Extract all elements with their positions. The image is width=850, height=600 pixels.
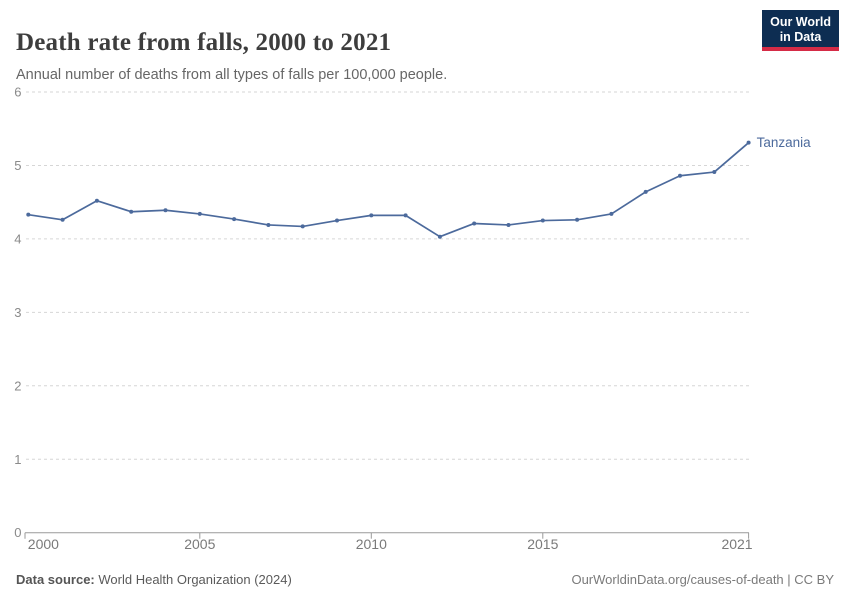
data-point-2017[interactable] [609, 211, 614, 216]
data-point-2010[interactable] [369, 213, 374, 218]
data-point-2009[interactable] [335, 218, 339, 223]
y-tick-label-6: 6 [14, 85, 21, 100]
data-source-label: Data source: [16, 572, 95, 587]
owid-logo-line2: in Data [779, 29, 822, 44]
data-point-2007[interactable] [266, 222, 271, 227]
owid-logo-line1: Our World [770, 15, 831, 29]
chart-footer: Data source: World Health Organization (… [16, 572, 834, 587]
data-point-2012[interactable] [437, 234, 442, 239]
y-tick-label-2: 2 [14, 378, 21, 393]
data-point-2015[interactable] [540, 218, 545, 223]
data-point-2016[interactable] [575, 217, 580, 222]
data-point-2008[interactable] [300, 224, 305, 229]
x-tick-label-2000: 2000 [28, 536, 59, 552]
data-source-value: World Health Organization (2024) [98, 572, 292, 587]
x-tick-label-2010: 2010 [356, 536, 387, 552]
data-point-2003[interactable] [129, 209, 134, 214]
y-tick-label-5: 5 [14, 158, 21, 173]
data-point-2000[interactable] [26, 212, 31, 217]
x-tick-label-2021: 2021 [721, 536, 752, 552]
x-tick-label-2015: 2015 [527, 536, 558, 552]
data-point-2014[interactable] [506, 222, 511, 227]
x-tick-label-2005: 2005 [184, 536, 215, 552]
series-line-tanzania[interactable] [27, 141, 750, 238]
data-point-2019[interactable] [678, 173, 682, 178]
y-tick-label-3: 3 [14, 305, 21, 320]
data-point-2002[interactable] [94, 198, 99, 203]
data-point-2020[interactable] [712, 170, 717, 175]
data-point-2001[interactable] [60, 217, 65, 222]
data-point-2013[interactable] [472, 221, 477, 226]
data-point-2006[interactable] [232, 217, 237, 222]
y-tick-label-0: 0 [14, 525, 21, 540]
license-credit-link[interactable]: OurWorldinData.org/causes-of-death | CC … [571, 572, 834, 587]
data-point-2021[interactable] [746, 140, 751, 145]
chart-title: Death rate from falls, 2000 to 2021 [16, 28, 392, 56]
data-point-2018[interactable] [643, 189, 648, 194]
series-end-label[interactable]: Tanzania [757, 135, 812, 150]
data-point-2005[interactable] [197, 211, 202, 216]
chart-subtitle: Annual number of deaths from all types o… [16, 66, 448, 83]
data-point-2011[interactable] [403, 213, 408, 218]
data-point-2004[interactable] [163, 208, 168, 213]
y-tick-label-4: 4 [14, 231, 21, 246]
owid-logo[interactable]: Our World in Data [762, 10, 839, 51]
data-source-text: Data source: World Health Organization (… [16, 572, 292, 587]
y-tick-label-1: 1 [14, 452, 21, 467]
